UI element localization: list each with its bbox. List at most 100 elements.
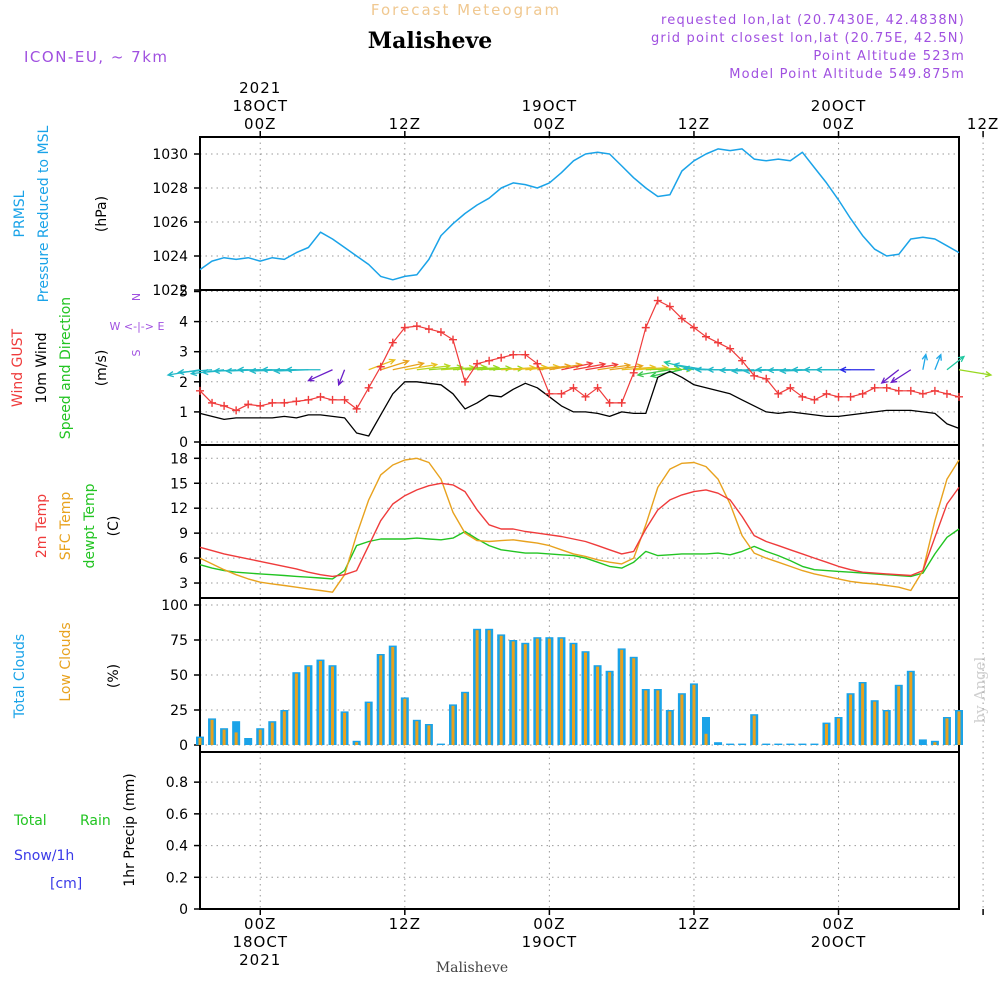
wind-arrow <box>946 355 966 371</box>
total-cloud-bar <box>436 743 445 745</box>
low-cloud-bar <box>644 690 648 745</box>
precip-ytick-label: 0.4 <box>166 839 188 855</box>
low-cloud-bar <box>427 725 431 745</box>
top-time-label: 00Z <box>822 115 854 133</box>
temperature-ytick-label: 12 <box>170 501 188 517</box>
gust-marker <box>894 386 903 395</box>
temperature-ytick-label: 15 <box>170 476 188 492</box>
total-cloud-bar <box>702 717 710 745</box>
gust-marker <box>521 350 530 359</box>
low-cloud-bar <box>451 705 455 745</box>
wind-ytick-label: 1 <box>179 405 188 421</box>
gust-marker <box>497 353 506 362</box>
temperature-labels: 2m Temp SFC Temp dewpt Temp (C) <box>34 483 122 568</box>
low-cloud-bar <box>608 672 612 745</box>
temp-label-2m: 2m Temp <box>34 494 50 558</box>
low-cloud-bar <box>873 701 877 745</box>
low-cloud-bar <box>885 711 889 745</box>
total-cloud-bar <box>738 743 747 745</box>
low-cloud-bar <box>270 722 274 745</box>
precip-label-rain: Rain <box>80 813 111 829</box>
gust-marker <box>208 398 217 407</box>
gust-marker <box>376 362 385 371</box>
low-cloud-bar <box>379 655 383 745</box>
bottom-date-label: 19OCT <box>522 933 578 951</box>
gust-marker <box>220 401 229 410</box>
bottom-time-label: 12Z <box>389 915 421 933</box>
total-cloud-bar <box>786 743 795 745</box>
gust-marker <box>810 395 819 404</box>
gust-marker <box>629 368 638 377</box>
temperature-ytick-label: 6 <box>179 551 188 567</box>
location-title: Malisheve <box>368 28 492 54</box>
cloud-label-unit: (%) <box>106 664 122 688</box>
total-cloud-bar <box>798 743 807 745</box>
clouds-ytick-label: 25 <box>170 703 188 719</box>
precip-ytick-label: 0.6 <box>166 807 188 823</box>
wind-ytick-label: 0 <box>179 435 188 451</box>
gust-marker <box>641 323 650 332</box>
gust-marker <box>244 400 253 409</box>
low-cloud-bar <box>861 683 865 745</box>
wind-arrow <box>958 369 993 378</box>
pressure-label-prmsl: PRMSL <box>12 190 28 237</box>
low-cloud-bar <box>415 721 419 745</box>
wind-label-gust: Wind GUST <box>10 328 26 407</box>
temperature-frame <box>199 444 960 599</box>
low-cloud-bar <box>210 719 214 745</box>
gust-marker <box>461 377 470 386</box>
gust-marker <box>858 389 867 398</box>
gust-marker <box>750 371 759 380</box>
low-cloud-bar <box>234 732 238 745</box>
gust-marker <box>617 398 626 407</box>
low-cloud-bar <box>318 661 322 745</box>
precip-ytick-label: 0.8 <box>166 775 188 791</box>
temp-label-dewpt: dewpt Temp <box>82 483 98 568</box>
top-time-label: 00Z <box>244 115 276 133</box>
low-cloud-bar <box>403 698 407 745</box>
low-cloud-bar <box>752 715 756 745</box>
top-date-label: 18OCT <box>232 97 288 115</box>
gust-marker <box>533 359 542 368</box>
gust-marker <box>870 383 879 392</box>
gust-marker <box>304 395 313 404</box>
low-cloud-bar <box>680 694 684 745</box>
gust-marker <box>581 392 590 401</box>
low-cloud-bar <box>620 649 624 745</box>
bottom-time-label: 00Z <box>822 915 854 933</box>
pressure-label-unit: (hPa) <box>94 196 110 232</box>
compass-we: W <-|-> E <box>110 320 165 333</box>
low-cloud-bar <box>331 666 335 745</box>
total-cloud-bar <box>244 738 253 745</box>
low-cloud-bar <box>294 673 298 745</box>
gust-marker <box>702 332 710 341</box>
low-cloud-bar <box>909 672 913 745</box>
low-cloud-bar <box>487 630 491 745</box>
low-cloud-bar <box>198 738 202 745</box>
compass-s: S <box>130 349 143 356</box>
wind-speed-line <box>199 370 960 437</box>
low-cloud-bar <box>957 711 961 745</box>
clouds-ytick-label: 0 <box>179 738 188 754</box>
temperature-ytick-label: 9 <box>179 526 188 542</box>
low-cloud-bar <box>584 652 588 745</box>
gust-marker <box>352 404 361 413</box>
pressure-frame <box>199 136 960 291</box>
temperature-ytick-label: 3 <box>179 576 188 592</box>
gust-marker <box>280 398 289 407</box>
low-cloud-bar <box>282 711 286 745</box>
gust-marker <box>786 383 795 392</box>
gust-marker <box>906 386 915 395</box>
temp-label-unit: (C) <box>106 516 122 537</box>
low-cloud-bar <box>258 729 262 745</box>
bottom-date-label: 2021 <box>239 951 281 969</box>
wind-arrow <box>636 369 670 378</box>
wind-arrow <box>839 366 875 373</box>
gust-marker <box>545 389 554 398</box>
gust-marker <box>569 383 578 392</box>
low-cloud-bar <box>523 644 527 745</box>
precip-labels: Total Rain Snow/1h [cm] 1hr Precip (mm) <box>13 773 138 892</box>
gust-marker <box>593 383 602 392</box>
